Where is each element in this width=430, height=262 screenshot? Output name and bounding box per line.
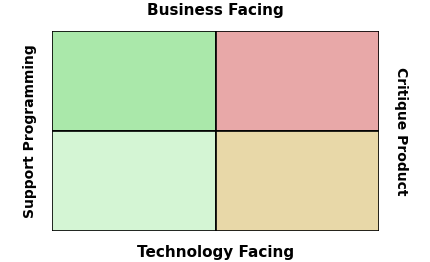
- Bar: [215, 31, 378, 131]
- Text: Business Facing: Business Facing: [147, 3, 283, 19]
- Text: Support Programming: Support Programming: [23, 44, 37, 218]
- Text: Technology Facing: Technology Facing: [137, 245, 293, 260]
- Bar: [215, 131, 378, 231]
- Text: Critique Product: Critique Product: [393, 67, 407, 195]
- Bar: [52, 31, 215, 131]
- Bar: [52, 131, 215, 231]
